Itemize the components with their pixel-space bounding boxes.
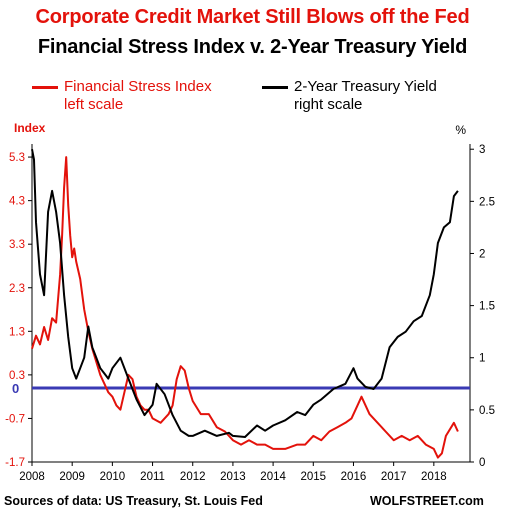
legend-yield-name: 2-Year Treasury Yield — [294, 78, 437, 95]
right-tick-label: 0 — [479, 457, 485, 469]
legend-swatch-stress — [32, 86, 58, 89]
legend-swatch-yield — [262, 86, 288, 89]
series-line-2-year-treasury-yield — [31, 149, 459, 438]
left-tick-label: -1.7 — [5, 457, 25, 469]
legend-yield-scale: right scale — [294, 96, 363, 113]
series-line-financial-stress-index — [31, 156, 459, 459]
right-tick-label: 2.5 — [479, 196, 495, 208]
right-tick-label: 3 — [479, 144, 485, 156]
left-tick-label: 2.3 — [9, 283, 25, 295]
brand-credit: WOLFSTREET.com — [370, 494, 484, 508]
x-tick-label: 2015 — [300, 471, 326, 483]
x-tick-label: 2016 — [341, 471, 367, 483]
left-tick-label: 0.3 — [9, 370, 25, 382]
x-tick-label: 2018 — [421, 471, 447, 483]
legend-stress-scale: left scale — [64, 96, 124, 113]
right-tick-label: 0.5 — [479, 405, 495, 417]
legend-label-yield: 2-Year Treasury Yield right scale — [294, 78, 437, 114]
left-axis-title: Index — [14, 121, 46, 135]
x-tick-label: 2008 — [19, 471, 45, 483]
right-tick-label: 1 — [479, 353, 485, 365]
left-tick-label: -0.7 — [5, 413, 25, 425]
x-tick-label: 2010 — [100, 471, 126, 483]
right-tick-label: 2 — [479, 248, 485, 260]
source-note: Sources of data: US Treasury, St. Louis … — [4, 494, 263, 508]
x-tick-label: 2013 — [220, 471, 246, 483]
right-tick-label: 1.5 — [479, 301, 495, 313]
right-axis-title: % — [455, 123, 466, 137]
x-tick-label: 2017 — [381, 471, 407, 483]
chart-subtitle: Financial Stress Index v. 2-Year Treasur… — [37, 36, 468, 58]
x-tick-label: 2011 — [140, 471, 165, 483]
x-tick-label: 2014 — [260, 471, 286, 483]
chart-title: Corporate Credit Market Still Blows off … — [35, 6, 470, 28]
x-tick-label: 2012 — [180, 471, 206, 483]
legend-label-stress: Financial Stress Index left scale — [64, 78, 212, 114]
left-tick-label: 5.3 — [9, 152, 25, 164]
x-tick-label: 2009 — [59, 471, 85, 483]
left-tick-label: 3.3 — [9, 239, 25, 251]
left-tick-label: 1.3 — [9, 326, 25, 338]
zero-line-label: 0 — [12, 381, 19, 396]
legend-stress-name: Financial Stress Index — [64, 78, 212, 95]
left-tick-label: 4.3 — [9, 196, 25, 208]
